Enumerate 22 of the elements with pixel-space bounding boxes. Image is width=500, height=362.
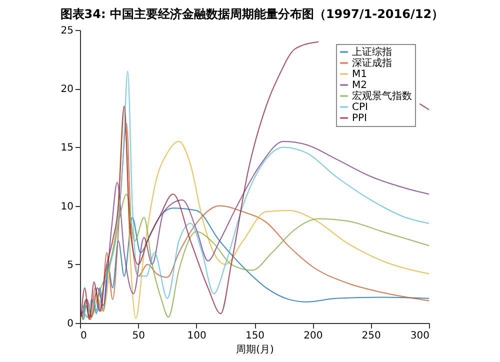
- chart-title: 图表34: 中国主要经济金融数据周期能量分布图（1997/1-2016/12）: [60, 7, 444, 21]
- x-tick-label: 0: [80, 330, 87, 342]
- legend-label: CPI: [352, 102, 368, 113]
- y-tick-label: 0: [67, 318, 74, 330]
- y-tick-label: 10: [60, 201, 74, 212]
- x-tick-label: 100: [187, 330, 206, 342]
- x-axis-title: 周期(月): [236, 344, 274, 356]
- legend-label: 上证综指: [352, 46, 392, 58]
- y-tick-label: 25: [60, 26, 74, 36]
- legend-label: 深证成指: [352, 57, 392, 69]
- legend-label: M2: [352, 80, 367, 91]
- legend-label: PPI: [352, 113, 368, 124]
- x-tick-label: 200: [304, 330, 323, 342]
- x-tick-label: 250: [362, 330, 381, 342]
- legend-label: M1: [352, 69, 367, 80]
- x-tick-label: 150: [245, 330, 265, 342]
- x-tick-label: 50: [132, 330, 146, 342]
- y-tick-label: 20: [60, 84, 74, 96]
- y-tick-label: 15: [60, 142, 74, 154]
- x-tick-label: 300: [410, 330, 430, 342]
- y-tick-label: 5: [67, 260, 74, 271]
- legend-label: 宏观景气指数: [352, 90, 412, 102]
